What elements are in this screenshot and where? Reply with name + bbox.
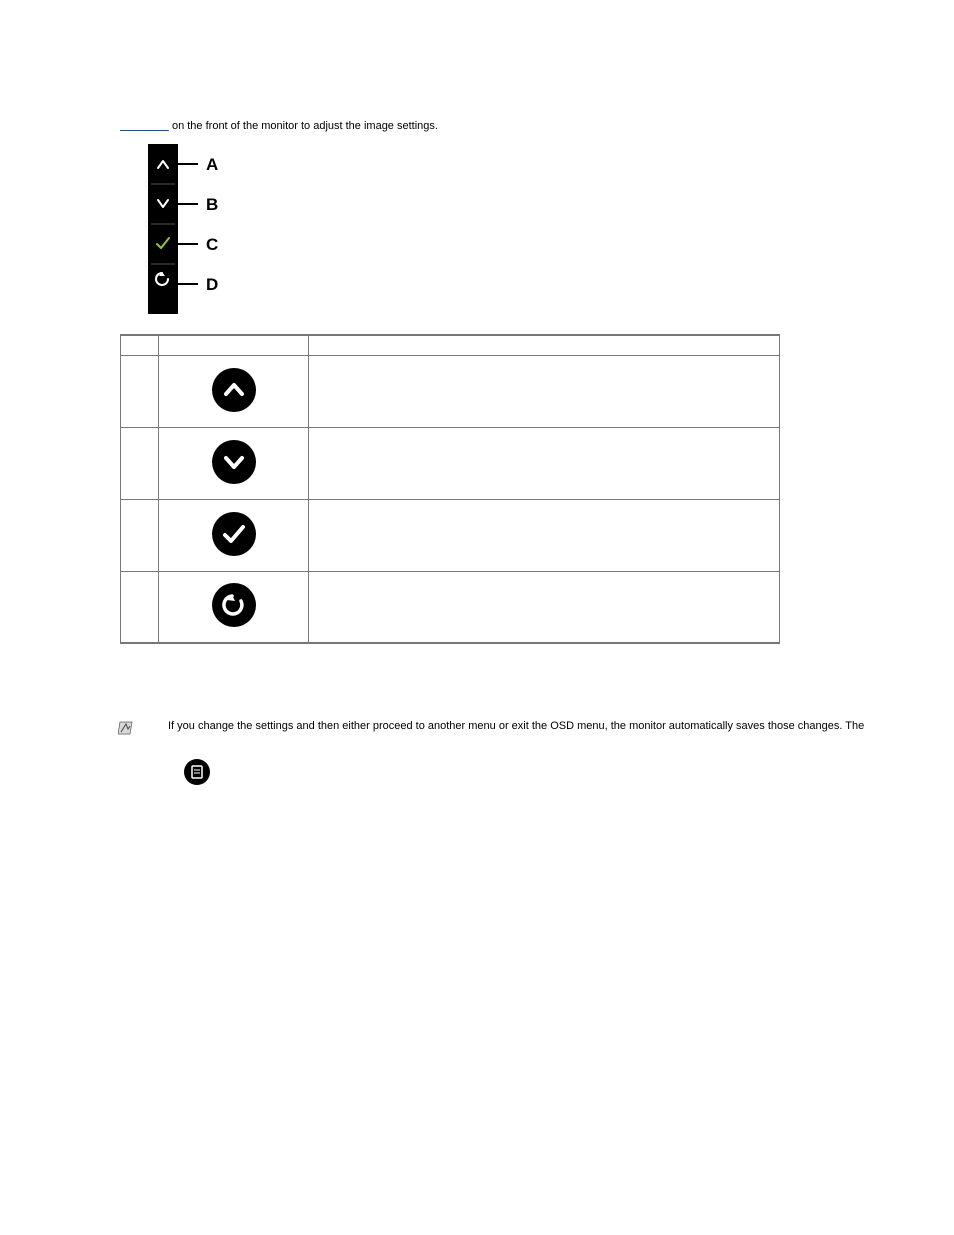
- row-icon-cell: [159, 355, 309, 427]
- panel-label-c: C: [206, 235, 218, 254]
- table-row: [121, 571, 780, 643]
- table-row: [121, 499, 780, 571]
- menu-button-icon: [184, 759, 210, 785]
- row-description: [309, 355, 780, 427]
- row-description: [309, 571, 780, 643]
- table-header-2: [159, 335, 309, 355]
- row-letter: [121, 355, 159, 427]
- table-row: [121, 355, 780, 427]
- note-icon: [118, 720, 134, 739]
- check-icon: [212, 512, 256, 556]
- note-text: If you change the settings and then eith…: [168, 720, 914, 732]
- row-description: [309, 499, 780, 571]
- up-icon: [212, 368, 256, 412]
- table-row: [121, 427, 780, 499]
- step-1: [120, 759, 914, 785]
- note-row: If you change the settings and then eith…: [120, 720, 914, 739]
- row-letter: [121, 571, 159, 643]
- button-panel-figure: A B C D: [148, 144, 914, 314]
- panel-label-d: D: [206, 275, 218, 294]
- row-icon-cell: [159, 499, 309, 571]
- intro-line: on the front of the monitor to adjust th…: [120, 120, 914, 132]
- table-header-3: [309, 335, 780, 355]
- back-icon: [212, 583, 256, 627]
- down-icon: [212, 440, 256, 484]
- row-icon-cell: [159, 571, 309, 643]
- table-header-1: [121, 335, 159, 355]
- row-description: [309, 427, 780, 499]
- panel-label-a: A: [206, 155, 218, 174]
- button-description-table: [120, 334, 780, 644]
- intro-text: on the front of the monitor to adjust th…: [169, 120, 438, 132]
- row-letter: [121, 427, 159, 499]
- panel-label-b: B: [206, 195, 218, 214]
- row-icon-cell: [159, 427, 309, 499]
- row-letter: [121, 499, 159, 571]
- intro-link[interactable]: [120, 120, 169, 132]
